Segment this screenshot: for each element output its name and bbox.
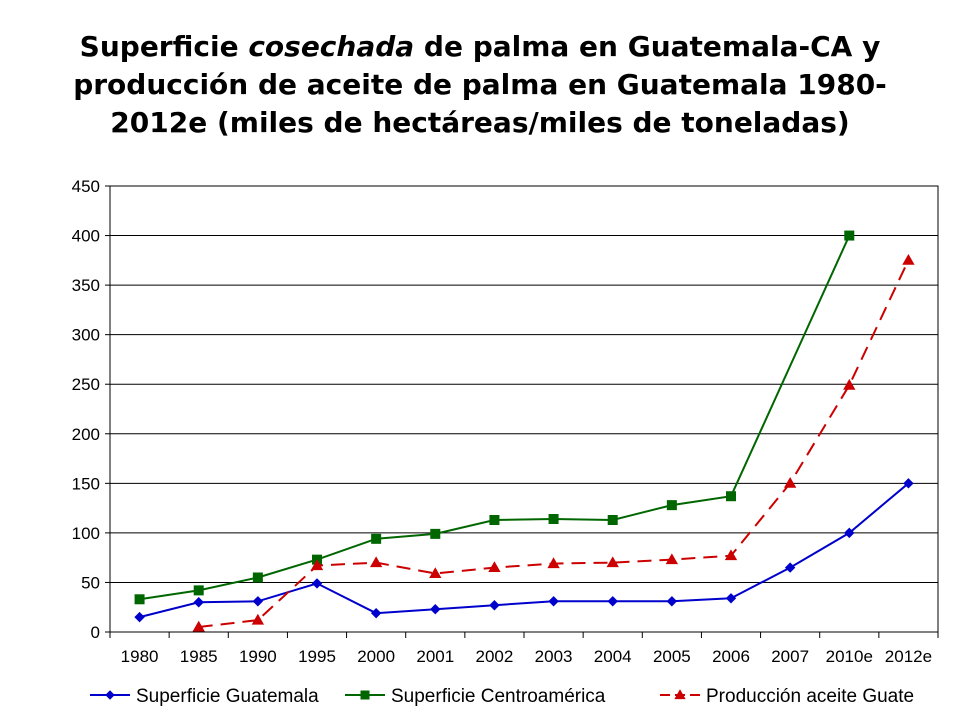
data-point-series-3 xyxy=(547,557,560,569)
data-point-series-1 xyxy=(370,607,382,619)
data-point-series-1 xyxy=(844,527,855,539)
y-tick-label: 100 xyxy=(72,524,100,543)
plot-area xyxy=(109,185,939,633)
data-point-series-3 xyxy=(606,556,619,568)
data-point-series-1 xyxy=(607,596,618,607)
data-point-series-2 xyxy=(607,515,618,526)
x-tick-label: 2002 xyxy=(476,647,514,666)
data-point-series-3 xyxy=(310,559,324,571)
x-tick-label: 2005 xyxy=(653,647,691,666)
data-point-series-3 xyxy=(843,378,856,390)
data-point-series-3 xyxy=(902,254,915,265)
data-point-series-3 xyxy=(665,553,679,565)
data-point-series-2 xyxy=(371,533,382,544)
x-tick-label: 1990 xyxy=(239,647,277,666)
y-tick-label: 0 xyxy=(91,623,100,642)
data-point-series-3 xyxy=(488,561,501,573)
data-point-series-2 xyxy=(252,572,263,583)
data-point-series-3 xyxy=(783,477,797,488)
legend-marker-3 xyxy=(674,689,686,700)
y-tick-label: 400 xyxy=(72,227,100,246)
title-part1: Superficie xyxy=(79,30,249,63)
x-tick-label: 2000 xyxy=(357,647,395,666)
y-tick-label: 300 xyxy=(72,326,100,345)
data-point-series-1 xyxy=(134,611,145,623)
data-point-series-2 xyxy=(548,514,559,525)
title-part3: de palma en Guatemala-CA y producción de… xyxy=(73,30,887,139)
y-tick-label: 150 xyxy=(72,474,100,493)
title-part2-italic: cosechada xyxy=(248,30,415,63)
data-point-series-2 xyxy=(726,491,736,502)
y-tick-label: 200 xyxy=(72,425,100,444)
series-line-2 xyxy=(139,235,851,601)
data-point-series-1 xyxy=(252,596,264,607)
data-point-series-1 xyxy=(725,593,737,604)
x-tick-label: 2003 xyxy=(535,647,573,666)
x-tick-label: 2007 xyxy=(771,647,809,666)
data-point-series-1 xyxy=(430,603,441,615)
x-tick-label: 2010e xyxy=(826,647,873,666)
y-tick-label: 350 xyxy=(72,276,100,295)
y-tick-label: 250 xyxy=(72,375,100,394)
chart-title: Superficie cosechada de palma en Guatema… xyxy=(40,28,920,142)
data-point-series-2 xyxy=(193,585,204,596)
legend-label-1: Superficie Guatemala xyxy=(136,686,319,707)
data-point-series-2 xyxy=(430,528,441,539)
legend-label-2: Superficie Centroamérica xyxy=(391,686,606,707)
legend-marker-1 xyxy=(105,690,115,700)
data-point-series-1 xyxy=(666,596,678,607)
data-point-series-1 xyxy=(784,562,796,573)
x-tick-label: 2004 xyxy=(594,647,632,666)
series-line-1 xyxy=(139,482,910,619)
x-tick-label: 2012e xyxy=(885,647,932,666)
data-point-series-3 xyxy=(251,613,265,625)
data-point-series-3 xyxy=(369,556,383,568)
data-point-series-1 xyxy=(548,596,559,607)
x-tick-label: 2001 xyxy=(416,647,454,666)
data-point-series-1 xyxy=(311,578,323,589)
x-tick-label: 1980 xyxy=(121,647,159,666)
data-point-series-2 xyxy=(489,515,500,526)
legend-marker-2 xyxy=(360,690,370,700)
data-point-series-2 xyxy=(666,500,677,511)
data-point-series-1 xyxy=(903,478,914,489)
legend-label-3: Producción aceite Guate xyxy=(706,686,914,707)
series-line-3 xyxy=(198,259,910,628)
y-tick-label: 50 xyxy=(81,573,100,592)
x-tick-label: 1985 xyxy=(180,647,218,666)
x-tick-label: 2006 xyxy=(712,647,750,666)
y-tick-label: 450 xyxy=(72,177,100,196)
x-tick-label: 1995 xyxy=(298,647,336,666)
data-point-series-1 xyxy=(193,597,204,608)
data-point-series-1 xyxy=(489,600,500,611)
data-point-series-2 xyxy=(844,230,855,241)
data-point-series-3 xyxy=(429,567,442,578)
data-point-series-2 xyxy=(134,594,145,605)
data-point-series-3 xyxy=(724,549,738,561)
data-point-series-3 xyxy=(192,620,205,632)
